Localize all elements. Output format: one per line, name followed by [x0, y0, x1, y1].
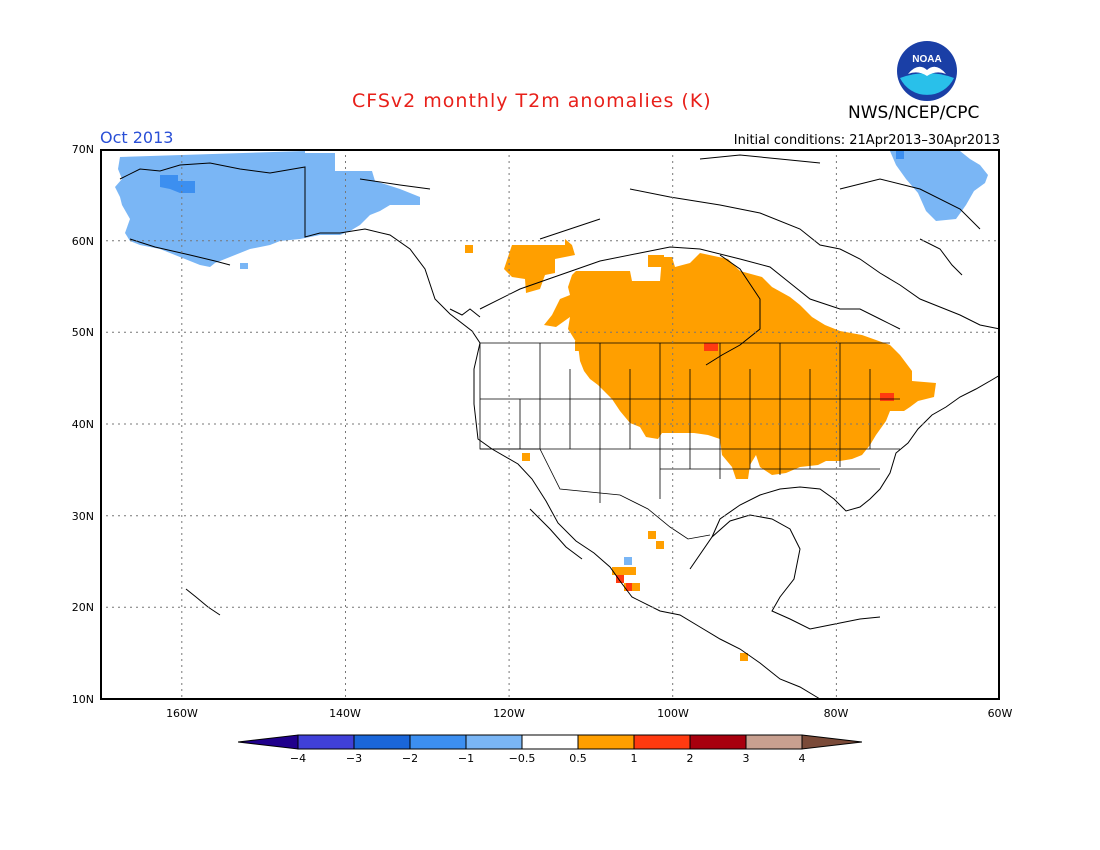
chart-title: CFSv2 monthly T2m anomalies (K)	[352, 90, 712, 112]
color-bar-level-label: −0.5	[508, 752, 536, 765]
agency-label: NWS/NCEP/CPC	[848, 103, 980, 123]
central-warm-anomaly	[544, 253, 936, 479]
warm-patch-7	[624, 557, 632, 565]
lat-label: 60N	[71, 235, 94, 248]
color-bar-level-label: −3	[345, 752, 363, 765]
strong-warm-2	[880, 393, 894, 401]
color-bar-level-label: 3	[742, 752, 750, 765]
anomaly-shading	[115, 151, 988, 661]
color-bar-level-label: 0.5	[569, 752, 587, 765]
noaa-logo: NOAA	[897, 41, 957, 101]
lat-label: 40N	[71, 418, 94, 431]
lon-label: 100W	[657, 707, 689, 720]
warm-patch-2	[465, 245, 473, 253]
color-bar-level-label: −4	[289, 752, 307, 765]
lat-lon-grid	[100, 149, 1000, 699]
lon-label: 60W	[987, 707, 1013, 720]
lat-label: 10N	[71, 693, 94, 706]
alaska-cold-anomaly	[115, 151, 420, 267]
color-bar-swatch	[521, 734, 579, 750]
greenland-cold-strong	[896, 151, 904, 159]
warm-patch-9	[616, 575, 624, 583]
color-bar-level-label: 1	[630, 752, 638, 765]
color-bar-low-end	[238, 734, 299, 750]
map-frame	[100, 149, 1000, 700]
initial-conditions: Initial conditions: 21Apr2013–30Apr2013	[733, 133, 1000, 148]
noaa-logo-text: NOAA	[912, 54, 941, 65]
lat-label: 20N	[71, 601, 94, 614]
lon-label: 160W	[166, 707, 198, 720]
color-bar-level-label: 2	[686, 752, 694, 765]
color-bar-swatch	[577, 734, 635, 750]
warm-patch-6	[656, 541, 664, 549]
warm-patch-4	[522, 453, 530, 461]
color-bar-level-label: −1	[457, 752, 475, 765]
color-bar-swatch	[745, 734, 803, 750]
strong-warm-1	[704, 343, 718, 351]
color-bar-swatch	[409, 734, 467, 750]
color-bar-level-label: −2	[401, 752, 419, 765]
lat-label: 30N	[71, 510, 94, 523]
color-bar-swatch	[465, 734, 523, 750]
greenland-cold-anomaly	[890, 151, 988, 221]
warm-patch-12	[740, 653, 748, 661]
alaska-cold-patch	[240, 263, 248, 269]
anomaly-map	[100, 149, 1000, 700]
warm-patch-11	[626, 583, 632, 591]
color-bar	[238, 734, 862, 750]
alaska-cold-strong	[160, 175, 195, 193]
color-bar-swatch	[297, 734, 355, 750]
lon-label: 140W	[329, 707, 361, 720]
color-bar-swatch	[633, 734, 691, 750]
forecast-month: Oct 2013	[100, 128, 174, 147]
coastlines	[119, 154, 1000, 700]
lat-label: 50N	[71, 326, 94, 339]
warm-patch-1	[648, 255, 664, 267]
warm-patch-3	[575, 341, 585, 351]
warm-patch-8	[612, 567, 636, 575]
color-bar-swatch	[353, 734, 411, 750]
warm-patch-5	[648, 531, 656, 539]
lon-label: 120W	[493, 707, 525, 720]
lon-label: 80W	[823, 707, 849, 720]
color-bar-high-end	[801, 734, 862, 750]
color-bar-swatch	[689, 734, 747, 750]
canada-us-warm-anomaly	[504, 239, 575, 293]
political-borders	[479, 342, 900, 540]
lat-label: 70N	[71, 143, 94, 156]
color-bar-level-label: 4	[798, 752, 806, 765]
